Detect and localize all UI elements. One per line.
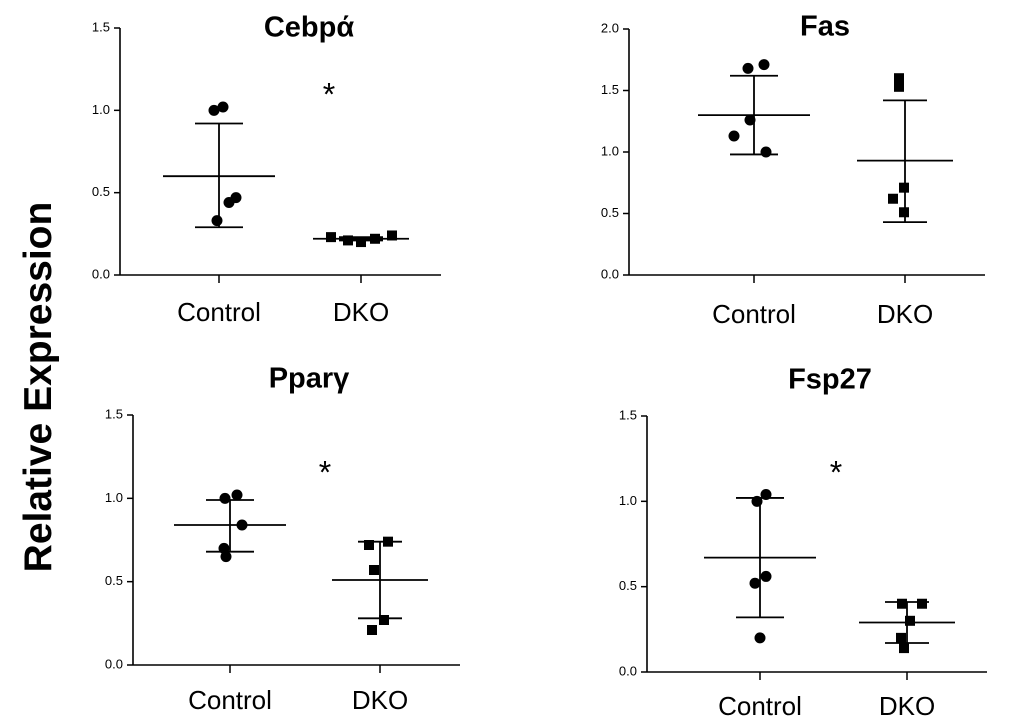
significance-star: * (323, 76, 335, 112)
x-category-label: Control (188, 685, 272, 715)
data-point-dko (899, 643, 909, 654)
data-point-control (208, 104, 220, 116)
data-point-dko (364, 540, 374, 550)
chart-panel-3: Pparγ * 0.0 0.5 1.0 1.5 Control DKO (105, 363, 460, 715)
y-tick-label: 0.5 (92, 184, 110, 199)
y-tick-label: 1.0 (619, 493, 637, 508)
chart-panel-2: Fas 0.0 0.5 1.0 1.5 2.0 Control DKO (601, 11, 985, 329)
data-point-dko (896, 632, 906, 643)
y-tick-label: 0.0 (619, 663, 637, 678)
data-point-control (749, 577, 761, 589)
data-point-control (758, 59, 770, 71)
data-point-dko (370, 233, 380, 244)
data-point-control (744, 114, 756, 126)
data-point-dko (387, 230, 397, 241)
data-point-control (231, 489, 243, 501)
y-tick-label: 1.5 (92, 19, 110, 34)
data-point-control (754, 632, 766, 644)
data-point-control (217, 101, 229, 113)
data-point-control (760, 570, 772, 582)
data-point-control (219, 492, 231, 504)
y-tick-label: 0.0 (105, 656, 123, 671)
data-point-dko (356, 237, 366, 248)
data-point-dko (369, 565, 379, 575)
x-category-label: DKO (352, 685, 408, 715)
data-point-control (236, 519, 248, 531)
data-point-dko (367, 625, 377, 635)
y-tick-label: 0.5 (601, 205, 619, 220)
data-point-dko (326, 232, 336, 243)
y-tick-label: 2.0 (601, 20, 619, 35)
data-point-dko (383, 536, 393, 547)
y-tick-label: 1.5 (105, 406, 123, 421)
data-point-dko (899, 182, 909, 193)
data-point-control (223, 197, 235, 209)
data-point-control (220, 551, 232, 563)
data-point-dko (894, 81, 904, 92)
data-point-control (742, 62, 754, 74)
data-point-dko (379, 615, 389, 625)
y-tick-label: 1.5 (601, 82, 619, 97)
y-tick-label: 1.5 (619, 407, 637, 422)
data-point-dko (905, 615, 915, 626)
y-tick-label: 1.0 (92, 102, 110, 117)
x-category-label: DKO (877, 299, 933, 329)
data-point-control (760, 146, 772, 158)
chart-title: Cebpά (264, 12, 355, 44)
y-tick-label: 1.0 (601, 143, 619, 158)
data-point-dko (894, 73, 904, 84)
y-tick-label: 1.0 (105, 490, 123, 505)
data-point-dko (888, 193, 898, 204)
chart-panel-4: Fsp27 * 0.0 0.5 1.0 1.5 Control DKO (619, 364, 987, 719)
chart-panel-1: Cebpά * 0.0 0.5 1.0 1.5 Control DKO (92, 12, 441, 327)
data-point-control (728, 130, 740, 142)
significance-star: * (319, 454, 331, 490)
x-category-label: Control (177, 297, 261, 327)
y-tick-label: 0.0 (601, 266, 619, 281)
significance-star: * (830, 454, 842, 490)
x-category-label: DKO (879, 691, 935, 719)
data-point-control (751, 495, 763, 507)
chart-title: Fsp27 (788, 364, 872, 396)
chart-title: Pparγ (269, 363, 350, 395)
data-point-dko (897, 598, 907, 609)
x-category-label: DKO (333, 297, 389, 327)
data-point-dko (899, 207, 909, 218)
data-point-dko (343, 235, 353, 246)
y-tick-label: 0.5 (619, 578, 637, 593)
chart-title: Fas (800, 11, 850, 43)
data-point-control (218, 542, 230, 554)
x-category-label: Control (712, 299, 796, 329)
data-point-control (211, 215, 223, 227)
data-point-dko (917, 598, 927, 609)
y-tick-label: 0.0 (92, 266, 110, 281)
x-category-label: Control (718, 691, 802, 719)
y-tick-label: 0.5 (105, 573, 123, 588)
data-point-control (760, 489, 772, 501)
